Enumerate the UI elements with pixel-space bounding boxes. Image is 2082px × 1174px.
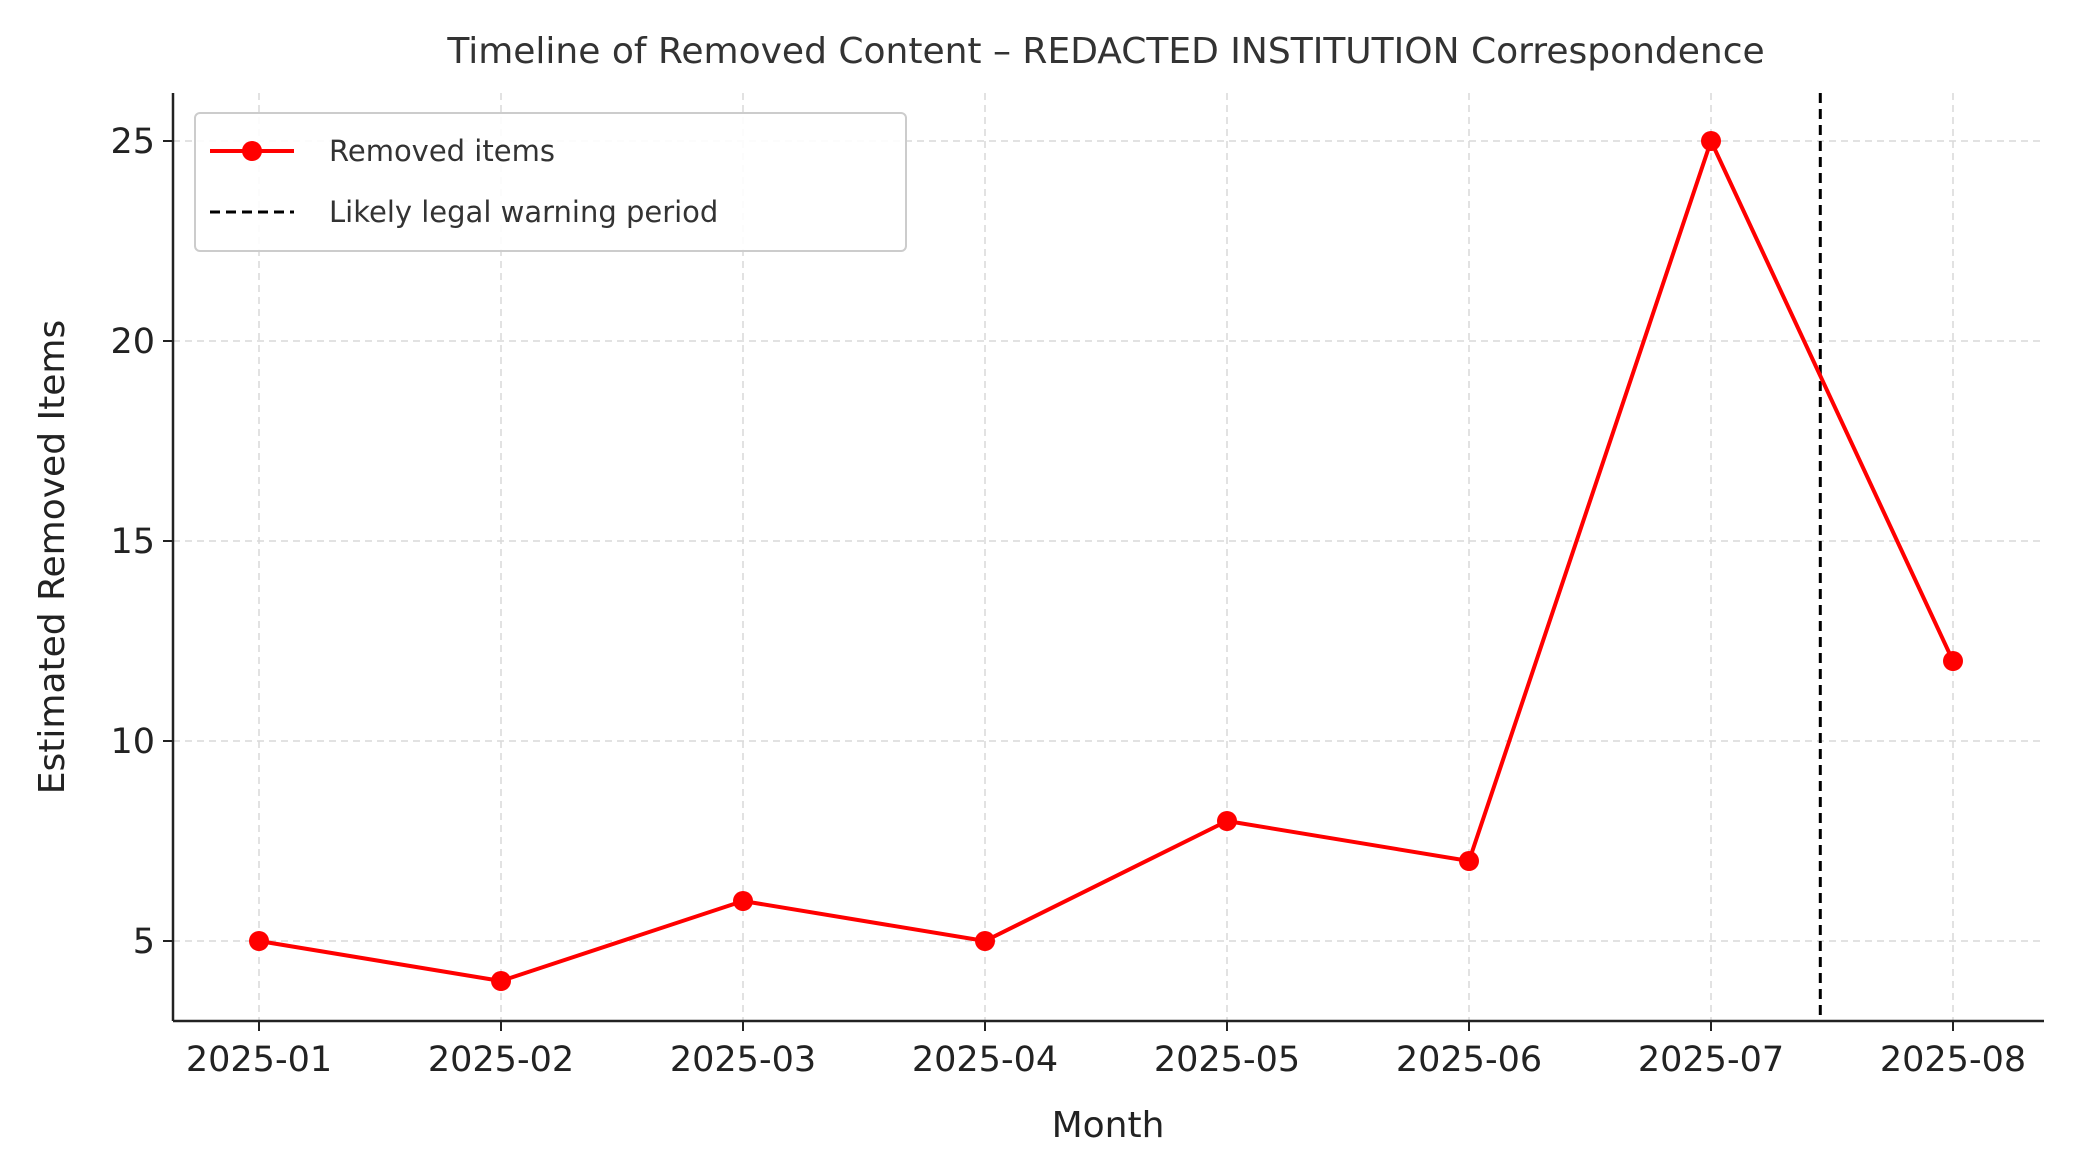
data-point	[1459, 851, 1479, 871]
y-axis-title: Estimated Removed Items	[32, 320, 73, 794]
data-point	[1701, 131, 1721, 151]
x-tick-label: 2025-04	[912, 1040, 1058, 1080]
data-point	[1217, 811, 1237, 831]
legend-box	[194, 112, 907, 252]
x-tick-label: 2025-05	[1154, 1040, 1300, 1080]
y-tick-label: 15	[110, 522, 155, 562]
x-tick-label: 2025-01	[186, 1040, 332, 1080]
y-tick-label: 10	[110, 722, 155, 762]
y-tick-label: 25	[110, 122, 155, 162]
x-tick-label: 2025-02	[428, 1040, 574, 1080]
data-point	[491, 971, 511, 991]
data-point	[733, 891, 753, 911]
x-tick-label: 2025-08	[1880, 1040, 2026, 1080]
y-tick-label: 5	[133, 922, 155, 962]
series	[249, 131, 1963, 991]
legend-marker-removed-items	[242, 141, 262, 161]
legend: Removed items Likely legal warning perio…	[194, 112, 907, 252]
x-tick-label: 2025-03	[670, 1040, 816, 1080]
y-ticks: 5 10 15 20 25	[110, 122, 173, 962]
x-axis-title: Month	[1052, 1105, 1165, 1146]
series-line-removed-items	[258, 139, 1955, 983]
legend-label-removed-items: Removed items	[329, 134, 555, 168]
legend-label-legal-warning: Likely legal warning period	[329, 195, 718, 229]
x-tick-label: 2025-07	[1638, 1040, 1784, 1080]
x-ticks: 2025-01 2025-02 2025-03 2025-04 2025-05 2025-…	[186, 1021, 2026, 1080]
y-tick-label: 20	[110, 322, 155, 362]
chart-title: Timeline of Removed Content – REDACTED I…	[446, 31, 1764, 72]
data-point	[975, 931, 995, 951]
data-point	[1943, 651, 1963, 671]
data-point	[249, 931, 269, 951]
x-tick-label: 2025-06	[1396, 1040, 1542, 1080]
